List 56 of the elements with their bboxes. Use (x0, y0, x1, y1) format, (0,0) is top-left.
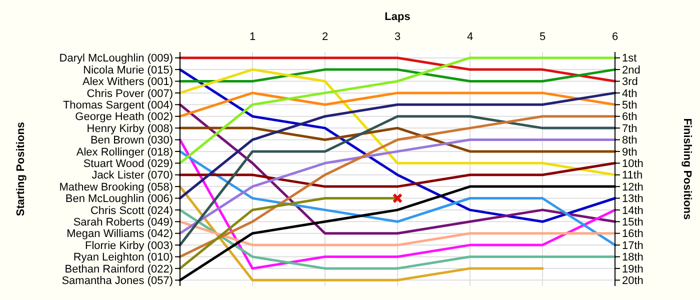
line-series (178, 92, 616, 200)
y2-tick-label: 8th (622, 134, 638, 147)
text: Megan Williams (042) (66, 228, 173, 240)
text: Daryl McLoughlin (009) (59, 52, 173, 65)
y2-tick-label: 6th (622, 111, 638, 124)
y2-tick-label: 15th (622, 216, 644, 228)
text: Florrie Kirby (003) (84, 240, 173, 252)
line-series (178, 103, 616, 235)
x-tick-label: 6 (612, 31, 618, 43)
text: Alex Rollinger (018) (76, 146, 173, 158)
text: George Heath (002) (75, 111, 173, 124)
line-series (178, 56, 616, 164)
line-series (178, 138, 616, 270)
text: Stuart Wood (029) (83, 158, 173, 170)
y2-tick-label: 12th (622, 181, 644, 194)
y2-tick-label: 4th (622, 88, 638, 100)
y2-tick-label: 7th (622, 122, 638, 135)
line-series (178, 68, 616, 176)
y2-tick-label: 5th (622, 100, 638, 112)
text: Nicola Murie (015) (83, 64, 173, 76)
text: Alex Withers (001) (82, 76, 173, 88)
text: Chris Pover (007) (86, 88, 173, 100)
x-tick-label: 1 (249, 31, 256, 43)
text: Bethan Rainford (022) (64, 263, 173, 276)
text: Starting Positions (15, 122, 27, 216)
y2-tick-label: 13th (622, 193, 644, 206)
y2-tick-label: 3rd (622, 76, 638, 88)
y2-tick-label: 19th (622, 263, 644, 276)
line-series (178, 138, 616, 235)
text: Thomas Sargent (004) (62, 100, 173, 112)
y2-tick-label: 16th (622, 228, 644, 240)
text: Ben McLoughlin (006) (65, 193, 173, 206)
y2-tick-label: 14th (622, 204, 644, 217)
text: Mathew Brooking (058) (59, 181, 173, 194)
y2-tick-label: 18th (622, 252, 644, 264)
y2-tick-label: 17th (622, 240, 644, 252)
text: Ryan Leighton (010) (73, 252, 173, 264)
y2-tick-label: 2nd (622, 64, 640, 76)
y2-tick-label: 20th (622, 275, 644, 287)
y2-axis-title: Finishing Positions (681, 118, 693, 220)
x-tick-label: 3 (394, 31, 401, 43)
x-tick-label: 2 (322, 31, 328, 43)
text: Chris Scott (024) (90, 204, 173, 217)
x-axis-title: Laps (384, 11, 410, 23)
x-tick-label: 4 (466, 31, 474, 43)
y2-tick-label: 1st (622, 52, 637, 65)
text: Samantha Jones (057) (62, 275, 173, 287)
text: Ben Brown (030) (90, 134, 173, 147)
text: Sarah Roberts (049) (73, 216, 173, 228)
x-tick-label: 5 (539, 31, 546, 43)
line-series (178, 150, 616, 246)
y2-tick-label: 9th (622, 146, 638, 158)
text: Henry Kirby (008) (86, 122, 173, 135)
y2-tick-label: 11th (622, 170, 643, 182)
y2-tick-label: 10th (622, 158, 644, 170)
text: Jack Lister (070) (92, 170, 173, 182)
